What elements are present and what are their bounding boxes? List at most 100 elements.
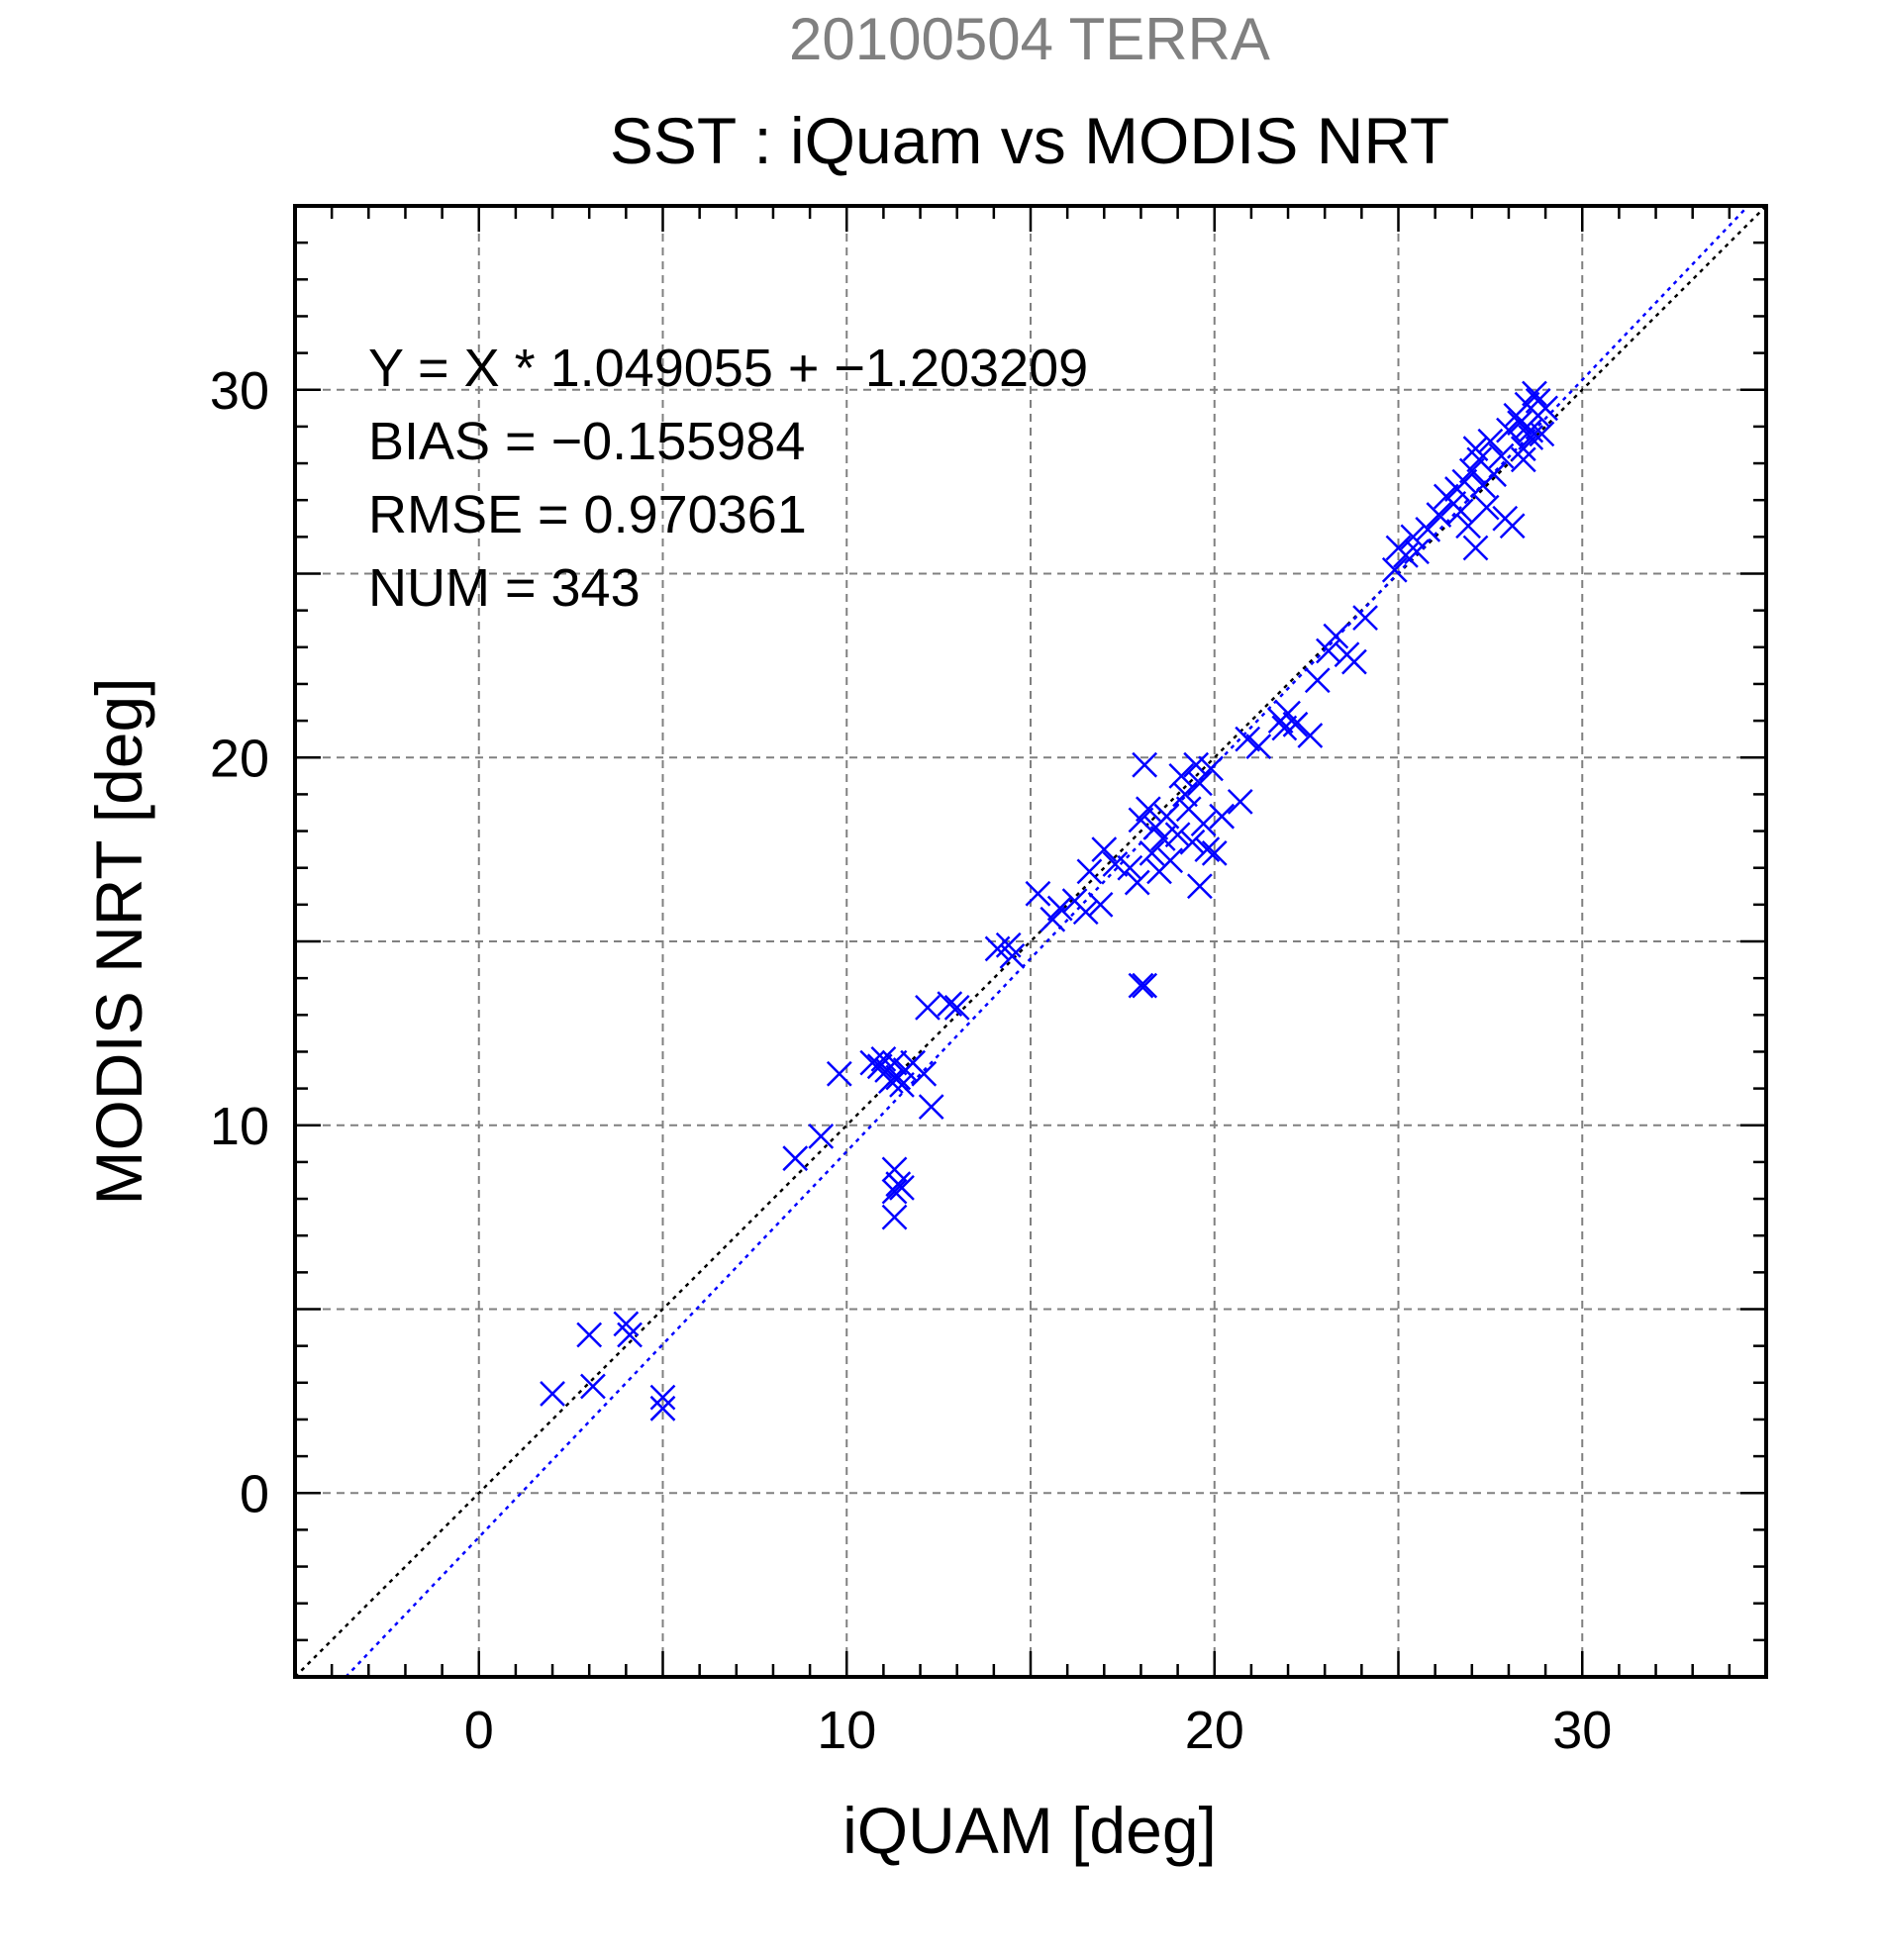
data-point [1194, 836, 1221, 863]
data-point [1091, 836, 1118, 863]
x-axis-label: iQUAM [deg] [842, 1794, 1217, 1867]
data-point [943, 994, 970, 1021]
data-point [1149, 826, 1176, 851]
data-point [1499, 513, 1526, 539]
data-point [1040, 906, 1066, 932]
data-point [1507, 410, 1533, 437]
axis-ticks [293, 204, 1768, 1679]
data-point [1510, 446, 1536, 473]
data-point [1117, 854, 1143, 881]
data-point [1451, 468, 1478, 495]
data-point [1525, 388, 1551, 414]
data-point [1128, 807, 1154, 833]
data-point [918, 1094, 944, 1121]
data-point [1201, 839, 1228, 866]
tick-labels: 0 10 20 30 0 10 20 30 [210, 361, 1612, 1760]
data-point [1168, 762, 1195, 789]
regression-equation: Y = X * 1.049055 + −1.203209 [368, 339, 1088, 398]
x-tick-label: 30 [1552, 1701, 1612, 1760]
data-point [1209, 803, 1236, 830]
data-point [1404, 539, 1430, 565]
y-tick-label: 30 [210, 361, 269, 421]
y-axis-label: MODIS NRT [deg] [82, 677, 155, 1205]
data-point [1400, 524, 1427, 550]
data-point [1135, 796, 1161, 823]
data-point [1157, 847, 1184, 874]
data-point [1304, 667, 1331, 694]
data-point [1297, 723, 1324, 748]
grid-lines [295, 206, 1766, 1677]
data-point [540, 1381, 565, 1407]
data-point [866, 1053, 893, 1080]
data-point [1190, 811, 1217, 837]
data-point [1172, 781, 1198, 808]
data-point [1488, 442, 1515, 469]
data-point [1102, 851, 1129, 877]
data-point [1124, 869, 1150, 896]
data-point [1132, 751, 1158, 778]
data-point [1227, 788, 1253, 815]
data-point [1235, 726, 1261, 752]
data-point [1138, 839, 1165, 866]
y-tick-label: 0 [240, 1464, 269, 1523]
data-point [1473, 494, 1500, 521]
data-point [617, 1322, 643, 1348]
stats-box: Y = X * 1.049055 + −1.203209 BIAS = −0.1… [368, 339, 1088, 618]
data-point [1510, 436, 1536, 462]
data-point [1179, 829, 1206, 855]
data-point [1477, 428, 1504, 454]
y-tick-label: 20 [210, 729, 269, 788]
data-point [1164, 822, 1191, 848]
data-point [1458, 457, 1485, 484]
data-point [1426, 502, 1452, 528]
data-point [1187, 873, 1213, 900]
data-point [1481, 461, 1507, 488]
data-point [649, 1384, 676, 1411]
data-point [1341, 648, 1367, 675]
chart-date-label: 20100504 TERRA [789, 6, 1270, 72]
rmse-stat: RMSE = 0.970361 [368, 485, 807, 544]
data-point [1025, 880, 1051, 907]
data-point [1132, 972, 1158, 999]
data-points [540, 380, 1558, 1421]
data-point [1352, 605, 1378, 631]
data-point [1072, 899, 1099, 926]
x-tick-label: 10 [817, 1701, 876, 1760]
data-point [1415, 517, 1441, 542]
data-point [1198, 755, 1224, 782]
x-tick-label: 20 [1185, 1701, 1244, 1760]
data-point [580, 1373, 606, 1400]
data-point [999, 942, 1026, 969]
data-point [881, 1204, 908, 1230]
data-point [782, 1145, 809, 1172]
data-point [911, 1060, 938, 1087]
data-point [1087, 891, 1114, 918]
data-point [1046, 895, 1073, 922]
data-point [889, 1072, 915, 1098]
data-point [1076, 858, 1103, 885]
data-point [1128, 972, 1154, 999]
data-point [889, 1175, 915, 1201]
data-point [1153, 803, 1180, 830]
num-stat: NUM = 343 [368, 558, 641, 618]
data-point [808, 1124, 835, 1149]
data-point [1275, 700, 1301, 727]
data-point [649, 1395, 676, 1421]
y-tick-label: 10 [210, 1097, 269, 1156]
data-point [576, 1322, 603, 1348]
data-point [1282, 711, 1309, 737]
data-point [1245, 734, 1272, 759]
data-point [915, 994, 940, 1021]
bias-stat: BIAS = −0.155984 [368, 412, 805, 471]
data-point [1522, 380, 1547, 407]
data-point [1462, 535, 1489, 561]
chart-title: SST : iQuam vs MODIS NRT [610, 104, 1449, 177]
data-point [1514, 414, 1540, 440]
data-point [1187, 770, 1213, 797]
data-point [1381, 556, 1408, 583]
data-point [881, 1049, 908, 1076]
data-point [826, 1060, 852, 1087]
data-point [881, 1178, 908, 1205]
x-tick-label: 0 [464, 1701, 494, 1760]
